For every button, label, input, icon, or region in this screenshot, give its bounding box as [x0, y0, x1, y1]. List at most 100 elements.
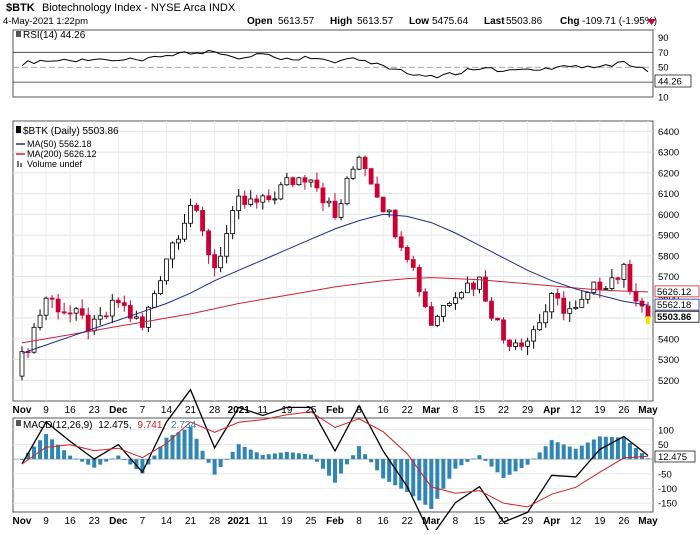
- x-tick-label: 29: [522, 405, 534, 416]
- macd-histogram-bar: [537, 452, 542, 460]
- price-axis: 6400630062006100600059005800570056005500…: [658, 127, 679, 387]
- macd-histogram-bar: [489, 459, 494, 467]
- x-tick-label: Dec: [109, 516, 128, 527]
- candle-body: [410, 259, 416, 268]
- macd-histogram-bar: [579, 445, 584, 460]
- price-value-tag: [654, 310, 700, 323]
- x-tick-label: 19: [594, 516, 606, 527]
- price-panel: 6400630062006100600059005800570056005500…: [12, 120, 700, 402]
- macd-tick-label: -50: [658, 469, 672, 480]
- x-tick-label: 25: [305, 405, 317, 416]
- candle-body: [446, 302, 452, 306]
- ma200-legend-label: MA(200) 5626.12: [27, 149, 97, 159]
- candle-body: [513, 342, 518, 347]
- price-tick-label: 5800: [658, 251, 679, 262]
- macd-histogram-bar: [134, 459, 139, 469]
- macd-histogram-bar: [483, 459, 488, 461]
- candle-body: [79, 308, 85, 316]
- candle-body: [272, 198, 278, 201]
- macd-histogram-bar: [266, 454, 271, 460]
- macd-histogram-bar: [44, 433, 49, 460]
- x-tick-label: Nov: [13, 405, 32, 416]
- macd-histogram-bar: [326, 459, 331, 476]
- macd-histogram-bar: [429, 459, 434, 509]
- candle-body: [519, 342, 524, 347]
- candle-body: [158, 280, 163, 295]
- macd-histogram-bar: [411, 459, 416, 497]
- macd-histogram-bar: [465, 459, 470, 462]
- macd-histogram-bar: [339, 459, 344, 474]
- candle-body: [501, 319, 506, 341]
- rsi-axis: 9070503010: [658, 33, 669, 104]
- candle-body: [115, 299, 121, 304]
- ma50-value-tag-text: 5562.18: [657, 300, 691, 311]
- candle-body: [314, 179, 320, 189]
- candle-body: [543, 311, 549, 324]
- macd-histogram-bar: [363, 454, 368, 460]
- ma50-legend-label: MA(50) 5562.18: [27, 139, 92, 149]
- macd-histogram-bar: [98, 459, 103, 465]
- candle-body: [549, 293, 555, 313]
- macd-histogram-bar: [110, 458, 115, 460]
- candle-body: [344, 177, 350, 205]
- macd-histogram-bar: [146, 459, 151, 465]
- chg-label: Chg: [560, 16, 579, 27]
- low-label: Low: [409, 16, 429, 27]
- candle-body: [434, 315, 440, 326]
- candle-body: [495, 317, 500, 321]
- candle-body: [224, 233, 230, 257]
- macd-histogram-bar: [284, 451, 289, 460]
- price-x-axis: Nov 9 16 23 Dec 7 14 21 28 2021 11 19 25 Feb 8 16 22 Mar 8…: [13, 405, 659, 416]
- macd-histogram-bar: [585, 442, 590, 460]
- candle-body: [368, 168, 374, 185]
- macd-histogram-bar: [471, 458, 476, 460]
- macd-histogram-bar: [435, 459, 440, 499]
- macd-histogram-bar: [369, 459, 374, 463]
- x-tick-label: 8: [453, 516, 459, 527]
- macd-histogram-bar: [543, 446, 548, 460]
- macd-histogram-bar: [290, 452, 295, 460]
- candle-body: [103, 315, 109, 318]
- candle-body: [218, 255, 224, 269]
- candle-body: [507, 339, 512, 347]
- candle-body: [152, 293, 157, 308]
- macd-histogram-bar: [447, 459, 452, 479]
- macd-histogram-bar: [20, 459, 24, 460]
- macd-histogram-bar: [375, 459, 380, 471]
- candle-body: [489, 300, 494, 319]
- candle-body: [597, 281, 603, 290]
- macd-histogram-bar: [345, 459, 350, 465]
- price-tick-label: 5300: [658, 355, 679, 366]
- x-tick-label: Mar: [422, 516, 440, 527]
- ticker-symbol: $BTK: [6, 2, 35, 14]
- x-tick-label: 9: [43, 405, 49, 416]
- macd-value-tag-text: 12.475: [658, 452, 687, 463]
- candle-body: [615, 277, 621, 280]
- candle-body: [422, 291, 428, 308]
- candle-body: [483, 276, 488, 302]
- price-tick-label: 6400: [658, 127, 679, 138]
- macd-histogram-bar: [477, 455, 482, 460]
- rsi-tick-label: 70: [658, 48, 669, 59]
- x-tick-label: 26: [618, 405, 630, 416]
- macd-line: [21, 388, 649, 535]
- candle-body: [326, 200, 332, 204]
- candle-body: [254, 198, 260, 203]
- macd-histogram-bar: [525, 459, 530, 465]
- x-tick-label: 19: [281, 516, 293, 527]
- macd-histogram-bar: [495, 459, 500, 473]
- macd-histogram-bar: [104, 459, 109, 462]
- macd-histogram-bar: [320, 459, 325, 469]
- candle-body: [374, 183, 380, 198]
- macd-histogram-bar: [627, 442, 632, 460]
- x-tick-label: 22: [498, 516, 510, 527]
- candle-body: [380, 196, 386, 213]
- x-tick-label: 11: [258, 405, 269, 416]
- macd-tick-label: -150: [658, 499, 677, 510]
- macd-histogram-bar: [549, 440, 554, 460]
- macd-histogram-bar: [351, 455, 356, 460]
- macd-axis: 100500-50-100-150: [658, 425, 677, 509]
- candle-body: [176, 238, 181, 244]
- x-tick-label: May: [638, 405, 658, 416]
